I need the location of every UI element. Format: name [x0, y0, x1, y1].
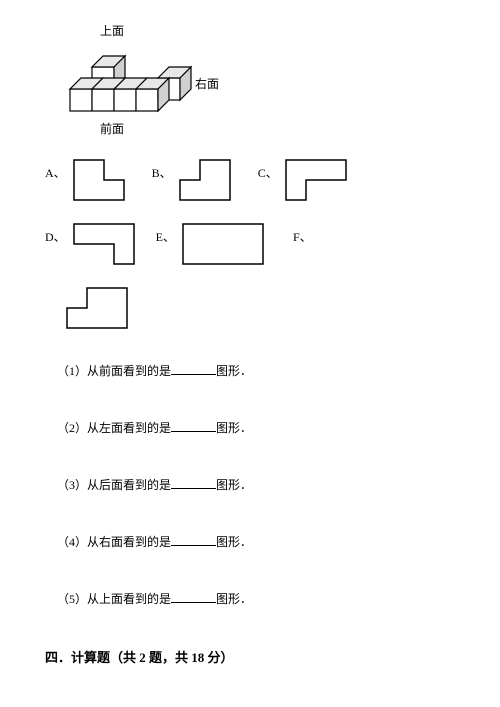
- options-row-3: X: [45, 286, 455, 332]
- cube-svg: [60, 34, 210, 124]
- q2-num: （2）: [57, 421, 87, 435]
- q1-suffix: 图形．: [216, 364, 252, 378]
- opt-b-label: B、: [152, 158, 172, 204]
- q3-prefix: 从后面看到的是: [87, 478, 171, 492]
- shape-e: [181, 222, 267, 268]
- shape-b: [178, 158, 234, 204]
- q5-blank[interactable]: [171, 591, 216, 603]
- q3-suffix: 图形．: [216, 478, 252, 492]
- q4-suffix: 图形．: [216, 535, 252, 549]
- question-3: （3）从后面看到的是 图形．: [57, 476, 455, 493]
- q5-num: （5）: [57, 592, 87, 606]
- q4-prefix: 从右面看到的是: [87, 535, 171, 549]
- q2-prefix: 从左面看到的是: [87, 421, 171, 435]
- section-heading: 四．计算题（共 2 题，共 18 分）: [45, 647, 455, 666]
- opt-c-label: C、: [258, 158, 278, 204]
- question-1: （1）从前面看到的是 图形．: [57, 362, 455, 379]
- label-right: 右面: [195, 75, 219, 92]
- shape-a: [72, 158, 128, 204]
- shape-c: [284, 158, 350, 204]
- q2-suffix: 图形．: [216, 421, 252, 435]
- q5-suffix: 图形．: [216, 592, 252, 606]
- q2-blank[interactable]: [171, 420, 216, 432]
- q4-blank[interactable]: [171, 534, 216, 546]
- opt-f-label: F、: [293, 222, 312, 268]
- opt-a-label: A、: [45, 158, 66, 204]
- opt-d-label: D、: [45, 222, 66, 268]
- questions-block: （1）从前面看到的是图形． （2）从左面看到的是图形． （3）从后面看到的是图形…: [45, 362, 455, 607]
- options-row-2: D、 E、 F、: [45, 222, 455, 268]
- question-4: （4）从右面看到的是 图形．: [57, 533, 455, 550]
- shape-g: [65, 286, 131, 332]
- q5-prefix: 从上面看到的是: [87, 592, 171, 606]
- question-5: （5）从上面看到的是 图形．: [57, 590, 455, 607]
- shape-d: [72, 222, 138, 268]
- q3-num: （3）: [57, 478, 87, 492]
- q1-blank[interactable]: [171, 363, 216, 375]
- q4-num: （4）: [57, 535, 87, 549]
- q1-prefix: 从前面看到的是: [87, 364, 171, 378]
- q1-num: （1）: [57, 364, 87, 378]
- q3-blank[interactable]: [171, 477, 216, 489]
- question-2: （2）从左面看到的是 图形．: [57, 419, 455, 436]
- opt-e-label: E、: [156, 222, 175, 268]
- cube-figure: 上面 右面 前面: [45, 20, 455, 140]
- options-row-1: A、 B、 C、: [45, 158, 455, 204]
- label-front: 前面: [100, 120, 124, 137]
